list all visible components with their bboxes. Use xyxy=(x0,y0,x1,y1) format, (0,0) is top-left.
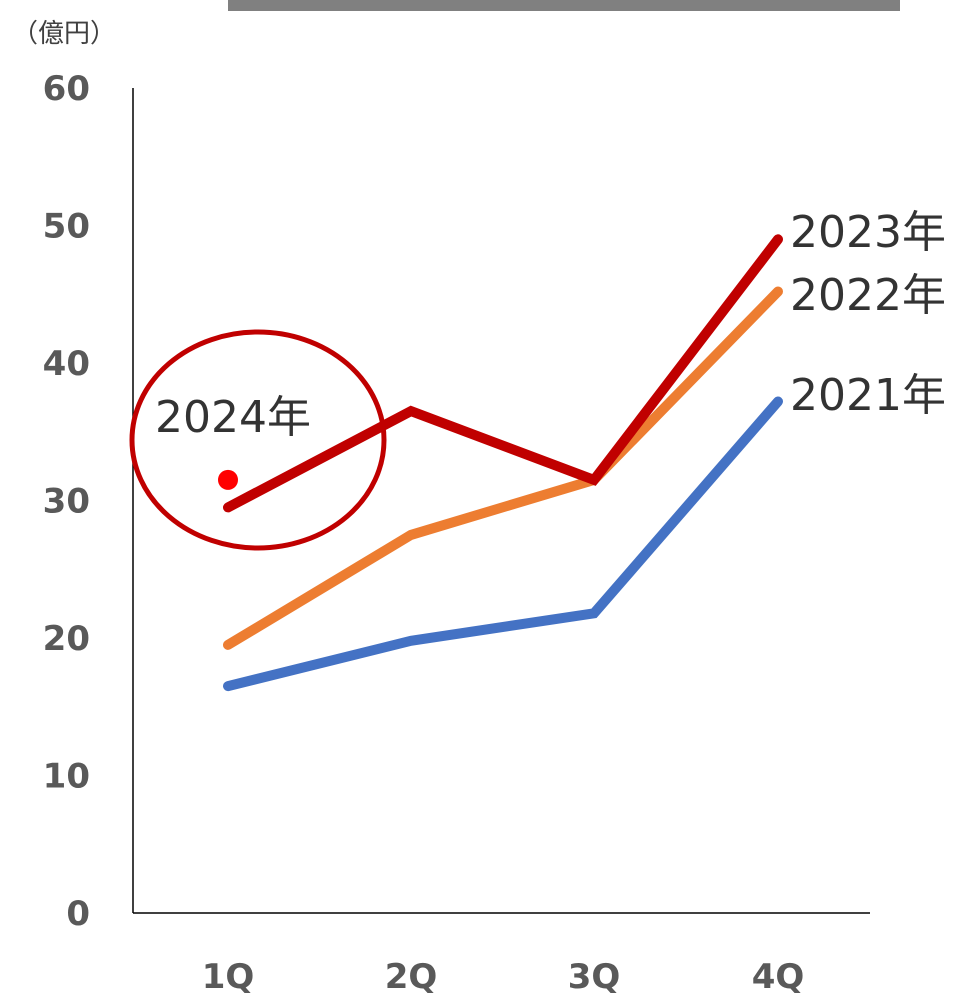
x-tick-label: 4Q xyxy=(752,957,805,997)
series-line xyxy=(223,396,783,692)
y-tick-label: 0 xyxy=(66,894,90,934)
x-tick-label: 2Q xyxy=(385,957,438,997)
series-labels: 2021年 2022年 2023年 xyxy=(790,207,946,421)
highlight-circle xyxy=(129,329,387,551)
series-lines xyxy=(223,234,783,692)
series-label: 2021年 xyxy=(790,370,946,421)
highlight-annotation: 2024年 xyxy=(129,329,387,551)
top-gray-bar xyxy=(228,0,900,11)
y-tick-label: 30 xyxy=(43,482,90,522)
x-tick-label: 3Q xyxy=(568,957,621,997)
series-label: 2023年 xyxy=(790,207,946,258)
x-tick-labels: 1Q 2Q 3Q 4Q xyxy=(202,957,805,997)
series-label: 2022年 xyxy=(790,270,946,321)
y-tick-label: 20 xyxy=(43,619,90,659)
y-tick-labels: 0 10 20 30 40 50 60 xyxy=(43,69,90,934)
y-tick-label: 50 xyxy=(43,207,90,247)
highlight-point xyxy=(218,469,238,490)
series-line xyxy=(223,286,783,650)
y-tick-label: 60 xyxy=(43,69,90,109)
x-tick-label: 1Q xyxy=(202,957,255,997)
y-tick-label: 40 xyxy=(43,344,90,384)
series-line xyxy=(223,234,783,513)
y-axis-unit-label: （億円） xyxy=(12,19,116,49)
highlight-label: 2024年 xyxy=(155,392,311,443)
axes xyxy=(132,88,870,914)
y-tick-label: 10 xyxy=(43,757,90,797)
